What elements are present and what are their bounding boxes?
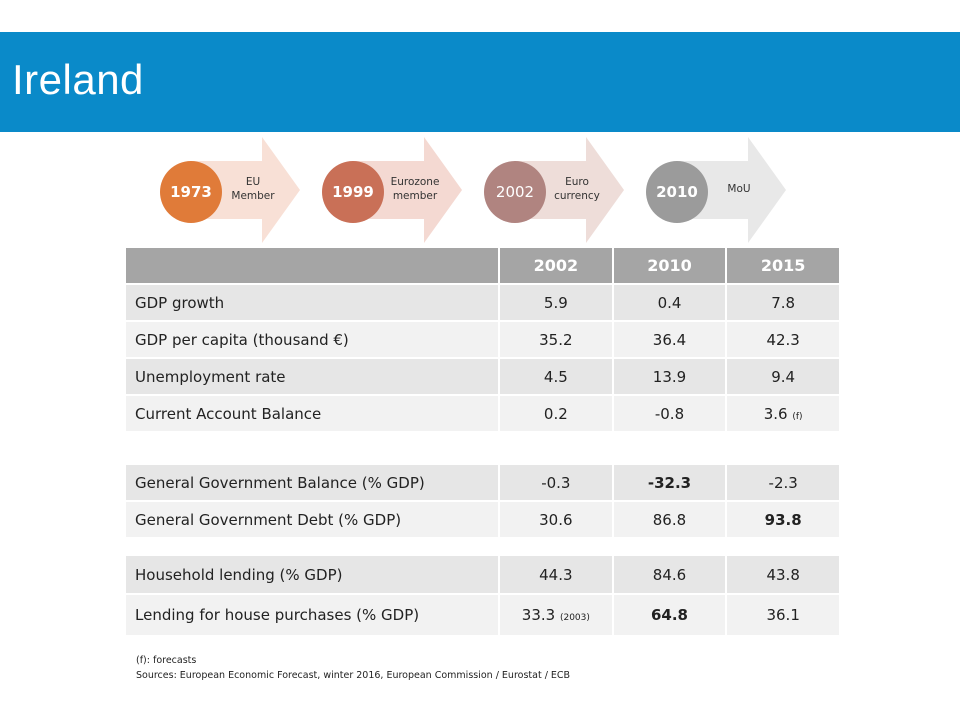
timeline-step-1973: 1973 EU Member <box>160 135 310 245</box>
value-cell: 44.3 <box>499 556 614 595</box>
timeline-step-2010: 2010 MoU <box>646 135 796 245</box>
value-cell: 4.5 <box>499 358 614 396</box>
year-circle: 1973 <box>160 161 222 223</box>
arrow-shape <box>676 137 786 243</box>
value-cell: 86.8 <box>612 501 728 539</box>
header-cell: 2010 <box>612 248 728 285</box>
forecast-note: (f) <box>792 411 803 422</box>
table-header-row: 2002 2010 2015 <box>126 248 841 285</box>
value-cell: -32.3 <box>612 465 728 502</box>
lending-table: Household lending (% GDP) 44.3 84.6 43.8… <box>126 556 841 637</box>
timeline: 1973 EU Member 1999 Eurozone member 2002 E… <box>0 135 960 245</box>
table-row: Household lending (% GDP) 44.3 84.6 43.8 <box>126 556 841 595</box>
value-cell: 5.9 <box>499 284 614 322</box>
table-row: General Government Balance (% GDP) -0.3 … <box>126 465 841 502</box>
value-cell: -2.3 <box>726 465 841 502</box>
year-circle: 2010 <box>646 161 708 223</box>
value-cell: 33.3 (2003) <box>499 594 614 637</box>
table-row: Unemployment rate 4.5 13.9 9.4 <box>126 358 841 396</box>
arrow-shape <box>514 137 624 243</box>
table-row: Lending for house purchases (% GDP) 33.3… <box>126 594 841 637</box>
step-label: Eurozone member <box>390 176 440 202</box>
row-label: Unemployment rate <box>126 358 501 396</box>
value-cell: 0.4 <box>612 284 728 322</box>
value-cell: 36.4 <box>612 321 728 359</box>
arrow-shape <box>352 137 462 243</box>
footer-notes: (f): forecasts Sources: European Economi… <box>136 653 570 683</box>
value-cell: 9.4 <box>726 358 841 396</box>
page-title: Ireland <box>12 56 144 103</box>
value-cell: 64.8 <box>612 594 728 637</box>
government-table: General Government Balance (% GDP) -0.3 … <box>126 465 841 539</box>
year-note: (2003) <box>559 613 590 623</box>
value-cell: 13.9 <box>612 358 728 396</box>
indicators-table-main: 2002 2010 2015 GDP growth 5.9 0.4 7.8 GD… <box>126 248 841 433</box>
row-label: General Government Balance (% GDP) <box>126 465 501 502</box>
value-cell: 3.6 (f) <box>726 395 841 433</box>
value-cell: 42.3 <box>726 321 841 359</box>
value-cell: 30.6 <box>499 501 614 539</box>
value-cell: 84.6 <box>612 556 728 595</box>
timeline-step-2002: 2002 Euro currency <box>484 135 634 245</box>
value-cell: 36.1 <box>726 594 841 637</box>
row-label: General Government Debt (% GDP) <box>126 501 501 539</box>
header-cell: 2002 <box>499 248 614 285</box>
value-cell: -0.3 <box>499 465 614 502</box>
row-label: Household lending (% GDP) <box>126 556 501 595</box>
row-label: GDP growth <box>126 284 501 322</box>
row-label: Lending for house purchases (% GDP) <box>126 594 501 637</box>
timeline-step-1999: 1999 Eurozone member <box>322 135 472 245</box>
value-cell: -0.8 <box>612 395 728 433</box>
step-label: Euro currency <box>554 176 600 202</box>
value-cell: 0.2 <box>499 395 614 433</box>
year-circle: 1999 <box>322 161 384 223</box>
header-cell <box>126 248 501 285</box>
table-row: General Government Debt (% GDP) 30.6 86.… <box>126 501 841 539</box>
table-row: Current Account Balance 0.2 -0.8 3.6 (f) <box>126 395 841 433</box>
value-cell: 35.2 <box>499 321 614 359</box>
value-cell: 43.8 <box>726 556 841 595</box>
step-label: EU Member <box>231 176 275 202</box>
header-cell: 2015 <box>726 248 841 285</box>
table-row: GDP per capita (thousand €) 35.2 36.4 42… <box>126 321 841 359</box>
forecast-footnote: (f): forecasts <box>136 655 197 666</box>
title-bar: Ireland <box>0 32 960 132</box>
table-row: GDP growth 5.9 0.4 7.8 <box>126 284 841 322</box>
arrow-shape <box>190 137 300 243</box>
value-cell: 7.8 <box>726 284 841 322</box>
step-label: MoU <box>727 183 751 195</box>
row-label: Current Account Balance <box>126 395 501 433</box>
sources-footnote: Sources: European Economic Forecast, win… <box>136 670 571 681</box>
row-label: GDP per capita (thousand €) <box>126 321 501 359</box>
year-circle: 2002 <box>484 161 546 223</box>
value-cell: 93.8 <box>726 501 841 539</box>
